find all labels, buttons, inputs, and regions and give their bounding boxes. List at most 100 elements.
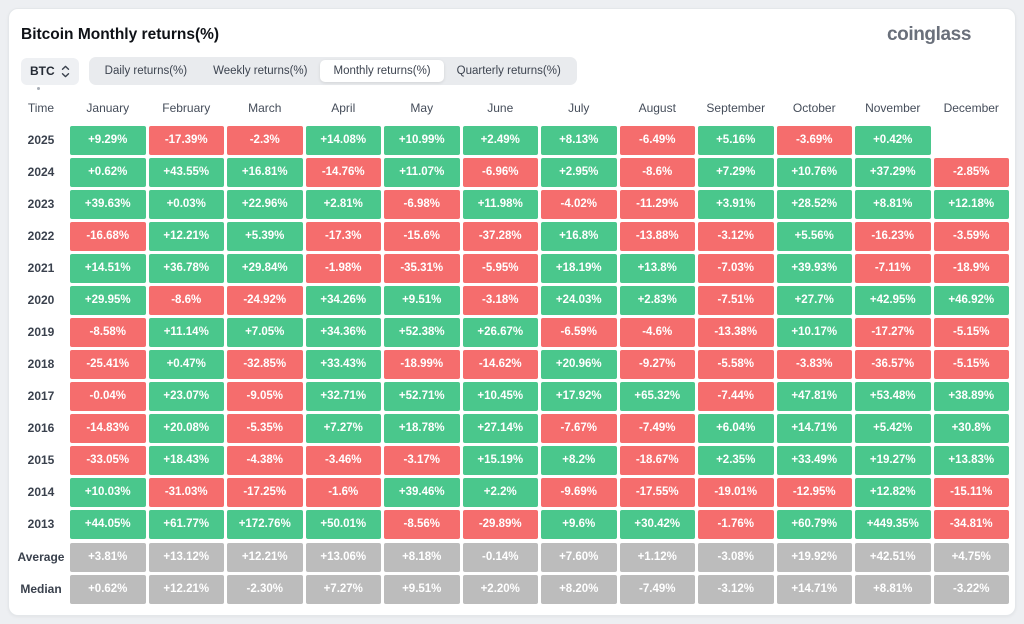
return-cell: -3.22%	[933, 575, 1009, 604]
return-cell: +50.01%	[305, 510, 381, 539]
return-cell: +20.96%	[541, 350, 617, 379]
return-cell: -32.85%	[227, 350, 303, 379]
return-cell: +8.20%	[541, 575, 617, 604]
column-header-december: December	[943, 101, 999, 115]
column-header-october: October	[792, 101, 836, 115]
return-cell: +2.83%	[619, 286, 695, 315]
return-cell: +0.42%	[855, 126, 931, 155]
return-cell: -5.15%	[933, 318, 1009, 347]
return-cell: +27.7%	[776, 286, 852, 315]
table-row-2017: 2017 -0.04% +23.07% -9.05% +32.71% +52.71% +10…	[15, 382, 1009, 411]
row-label: 2023	[27, 197, 55, 211]
return-cell: +14.51%	[70, 254, 146, 283]
return-cell: -13.88%	[619, 222, 695, 251]
return-cell: +14.71%	[776, 575, 852, 604]
column-header-november: November	[865, 101, 921, 115]
return-cell: -17.25%	[227, 478, 303, 507]
row-label: 2014	[27, 485, 55, 499]
chevron-up-down-icon	[61, 65, 70, 78]
return-cell: +13.06%	[305, 543, 381, 572]
return-cell: -14.76%	[305, 158, 381, 187]
return-cell: +10.03%	[70, 478, 146, 507]
return-cell: -8.56%	[384, 510, 460, 539]
return-cell: +9.51%	[384, 575, 460, 604]
return-cell: -2.85%	[933, 158, 1009, 187]
row-label: Median	[20, 582, 62, 596]
return-cell: +47.81%	[776, 382, 852, 411]
card-header: Bitcoin Monthly returns(%) coinglass	[15, 24, 1009, 45]
table-row-2018: 2018 -25.41% +0.47% -32.85% +33.43% -18.99% -1…	[15, 350, 1009, 379]
return-cell: -2.30%	[227, 575, 303, 604]
table-row-2024: 2024 +0.62% +43.55% +16.81% -14.76% +11.07% -6…	[15, 158, 1009, 187]
return-cell: +36.78%	[148, 254, 224, 283]
return-cell: +17.92%	[541, 382, 617, 411]
tab-weekly-returns[interactable]: Weekly returns(%)	[213, 65, 308, 77]
return-cell: +14.71%	[776, 414, 852, 443]
return-cell: -7.49%	[619, 414, 695, 443]
return-cell-empty	[934, 126, 1010, 155]
return-cell: +5.56%	[776, 222, 852, 251]
row-label: 2016	[27, 421, 55, 435]
column-header-may: May	[410, 101, 434, 115]
return-cell: +15.19%	[462, 446, 538, 475]
return-cell: +9.29%	[70, 126, 146, 155]
return-cell: +2.35%	[698, 446, 774, 475]
column-header-march: March	[248, 101, 282, 115]
tab-daily-returns[interactable]: Daily returns(%)	[104, 65, 188, 77]
return-cell: -0.14%	[462, 543, 538, 572]
column-header-january: January	[86, 101, 130, 115]
row-label: 2013	[27, 517, 55, 531]
page-title: Bitcoin Monthly returns(%)	[21, 26, 220, 43]
return-cell: +13.83%	[933, 446, 1009, 475]
return-cell: +0.03%	[148, 190, 224, 219]
table-row-2021: 2021 +14.51% +36.78% +29.84% -1.98% -35.31% -5…	[15, 254, 1009, 283]
return-cell: +33.49%	[776, 446, 852, 475]
return-cell: -16.23%	[855, 222, 931, 251]
return-cell: +29.95%	[70, 286, 146, 315]
column-header-february: February	[162, 101, 211, 115]
table-row-2019: 2019 -8.58% +11.14% +7.05% +34.36% +52.38% +26…	[15, 318, 1009, 347]
return-cell: +7.27%	[305, 414, 381, 443]
return-cell: -3.12%	[698, 575, 774, 604]
return-cell: -1.6%	[305, 478, 381, 507]
return-cell: +5.42%	[855, 414, 931, 443]
return-cell: +14.08%	[305, 126, 381, 155]
return-cell: -7.51%	[698, 286, 774, 315]
return-cell: +24.03%	[541, 286, 617, 315]
return-cell: -3.83%	[776, 350, 852, 379]
return-cell: -1.76%	[698, 510, 774, 539]
return-cell: -37.28%	[462, 222, 538, 251]
return-cell: -7.11%	[855, 254, 931, 283]
return-cell: -4.38%	[227, 446, 303, 475]
controls-row: BTC Daily returns(%) Weekly returns(%) M…	[15, 57, 1009, 90]
return-cell: +19.27%	[855, 446, 931, 475]
row-label: 2020	[27, 293, 55, 307]
return-cell: -34.81%	[933, 510, 1009, 539]
return-cell: +172.76%	[227, 510, 303, 539]
return-cell: +5.16%	[698, 126, 774, 155]
return-cell: -3.18%	[462, 286, 538, 315]
return-cell: -6.49%	[619, 126, 695, 155]
row-label: 2022	[27, 229, 55, 243]
return-cell: +20.08%	[148, 414, 224, 443]
return-cell: -17.39%	[148, 126, 224, 155]
tab-monthly-returns[interactable]: Monthly returns(%)	[320, 60, 444, 82]
return-cell: -2.3%	[227, 126, 303, 155]
return-cell: -8.58%	[70, 318, 146, 347]
row-label: 2025	[27, 133, 55, 147]
return-cell: -15.6%	[384, 222, 460, 251]
column-header-time: Time	[27, 101, 55, 115]
table-row-2023: 2023 +39.63% +0.03% +22.96% +2.81% -6.98% +11.…	[15, 190, 1009, 219]
return-cell: -7.44%	[698, 382, 774, 411]
tab-quarterly-returns[interactable]: Quarterly returns(%)	[456, 65, 561, 77]
row-label: Average	[17, 550, 65, 564]
return-cell: +6.04%	[698, 414, 774, 443]
table-row-median: Median +0.62% +12.21% -2.30% +7.27% +9.51% +2.…	[15, 575, 1009, 604]
returns-table-body: 2025 +9.29% -17.39% -2.3% +14.08% +10.99% +2.4…	[15, 126, 1009, 604]
return-cell: +44.05%	[70, 510, 146, 539]
return-cell: -17.27%	[855, 318, 931, 347]
return-cell: -18.9%	[933, 254, 1009, 283]
return-cell: -14.83%	[70, 414, 146, 443]
return-cell: +39.93%	[776, 254, 852, 283]
symbol-select[interactable]: BTC	[21, 57, 79, 90]
